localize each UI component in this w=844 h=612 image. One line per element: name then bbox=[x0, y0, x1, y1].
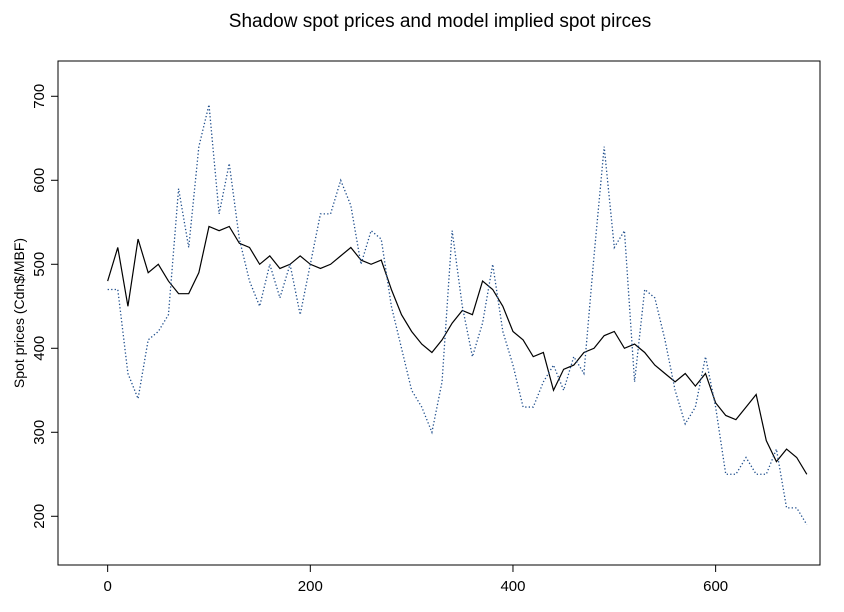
y-axis-label: Spot prices (Cdn$/MBF) bbox=[11, 238, 27, 388]
y-tick-label: 700 bbox=[31, 84, 48, 109]
x-tick-label: 0 bbox=[103, 578, 111, 595]
x-tick-label: 400 bbox=[500, 578, 525, 595]
chart-title: Shadow spot prices and model implied spo… bbox=[229, 11, 651, 32]
plot-frame bbox=[57, 60, 821, 566]
x-tick-label: 600 bbox=[703, 578, 728, 595]
series-line bbox=[107, 104, 808, 526]
y-tick-label: 200 bbox=[31, 504, 48, 529]
y-tick-label: 300 bbox=[31, 420, 48, 445]
y-tick-label: 600 bbox=[31, 168, 48, 193]
y-tick-label: 400 bbox=[31, 336, 48, 361]
y-tick-label: 500 bbox=[31, 252, 48, 277]
x-tick-label: 200 bbox=[298, 578, 323, 595]
series-line bbox=[107, 225, 808, 475]
